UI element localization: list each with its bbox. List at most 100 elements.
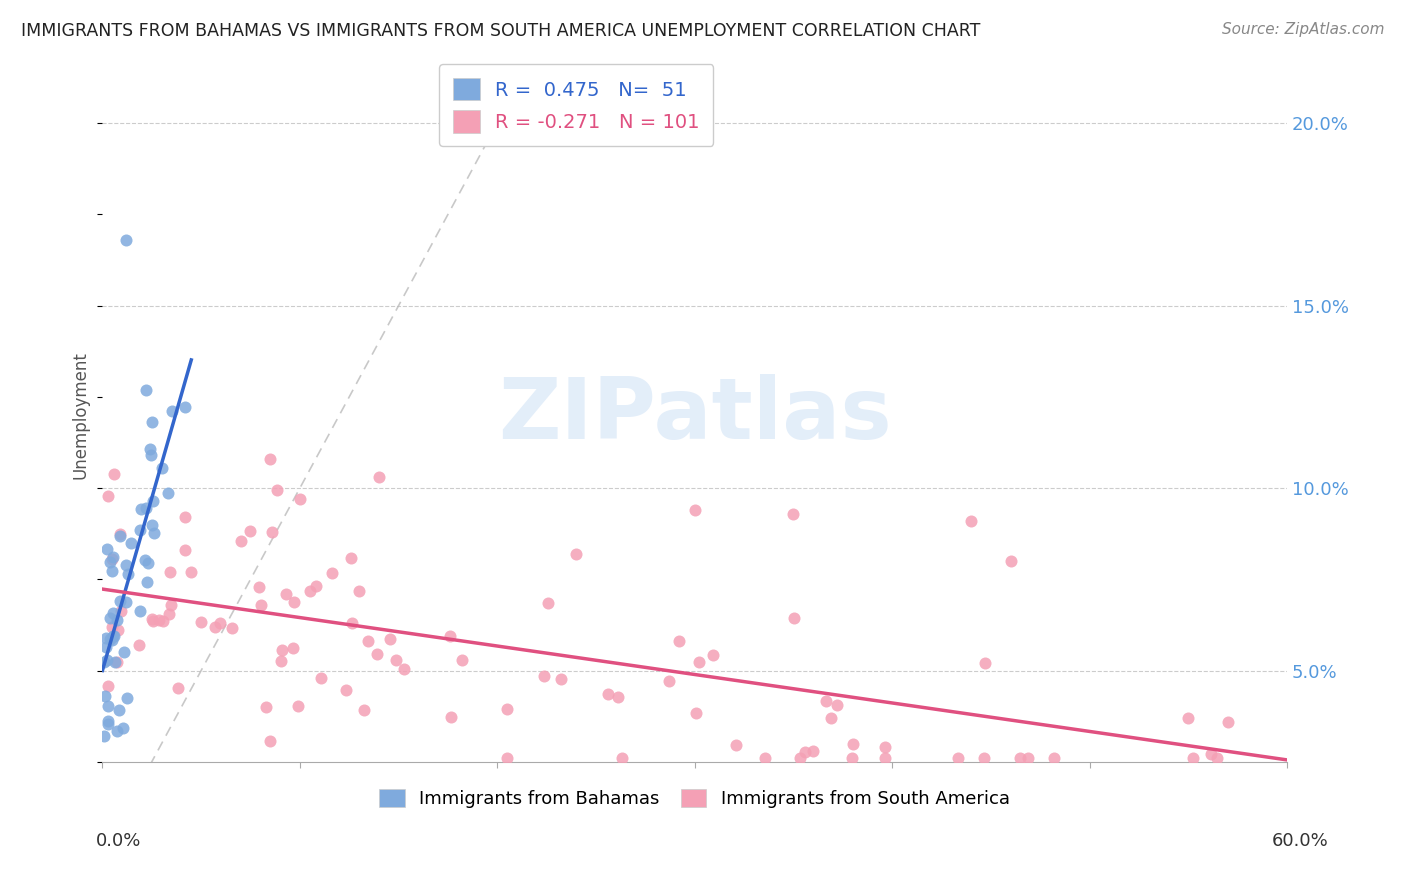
Point [789,751,811,765]
Point [239,524,262,538]
Point [190,615,212,629]
Point [496,751,519,765]
Point [142,614,165,628]
Point [110,594,132,608]
Point [537,595,560,609]
Point [142,526,165,541]
Point [105,723,128,738]
Point [159,565,181,579]
Point [1205,751,1227,765]
Point [152,614,174,628]
Point [150,460,173,475]
Point [335,683,357,698]
Point [820,711,842,725]
Point [112,644,135,658]
Point [141,416,163,430]
Point [141,612,163,626]
Point [101,629,124,643]
Point [1043,751,1066,765]
Point [134,553,156,567]
Point [960,514,983,528]
Point [114,594,136,608]
Point [814,694,837,708]
Point [141,518,163,533]
Point [439,629,461,643]
Point [298,584,321,599]
Point [702,648,724,663]
Point [607,690,630,704]
Point [288,491,311,506]
Point [366,647,388,661]
Point [105,613,128,627]
Point [142,493,165,508]
Point [107,624,129,638]
Point [208,615,231,630]
Point [783,611,806,625]
Point [108,527,131,541]
Point [259,451,281,466]
Point [231,534,253,549]
Point [160,404,183,418]
Point [139,442,162,457]
Point [378,632,401,647]
Point [385,653,408,667]
Point [97,699,120,714]
Point [321,566,343,580]
Point [117,691,139,706]
Point [111,721,134,735]
Point [1000,554,1022,568]
Point [115,233,138,247]
Point [1182,751,1205,765]
Point [271,643,294,657]
Point [98,632,121,646]
Point [685,706,707,720]
Point [1216,714,1239,729]
Point [139,448,162,462]
Point [93,655,115,669]
Point [159,599,181,613]
Point [533,668,555,682]
Point [353,703,375,717]
Point [173,509,195,524]
Point [94,631,117,645]
Point [135,383,157,397]
Point [97,680,120,694]
Point [782,507,804,521]
Point [98,611,121,625]
Point [221,622,243,636]
Point [148,613,170,627]
Point [550,672,572,686]
Text: ZIPatlas: ZIPatlas [498,374,891,457]
Point [157,607,180,621]
Point [101,549,124,564]
Point [167,681,190,695]
Point [688,655,710,669]
Point [1017,751,1039,765]
Point [101,564,124,578]
Point [873,751,896,765]
Point [367,470,389,484]
Point [156,486,179,500]
Point [281,641,304,656]
Point [450,653,472,667]
Point [96,640,118,654]
Point [254,699,277,714]
Point [841,751,863,765]
Point [873,739,896,754]
Point [180,565,202,579]
Point [250,598,273,612]
Point [103,629,125,643]
Point [948,751,970,765]
Text: Source: ZipAtlas.com: Source: ZipAtlas.com [1222,22,1385,37]
Point [103,467,125,481]
Point [129,604,152,618]
Point [108,529,131,543]
Point [725,738,748,752]
Point [1008,751,1031,765]
Point [97,489,120,503]
Point [204,620,226,634]
Point [825,698,848,712]
Point [101,620,124,634]
Point [100,551,122,566]
Point [394,663,416,677]
